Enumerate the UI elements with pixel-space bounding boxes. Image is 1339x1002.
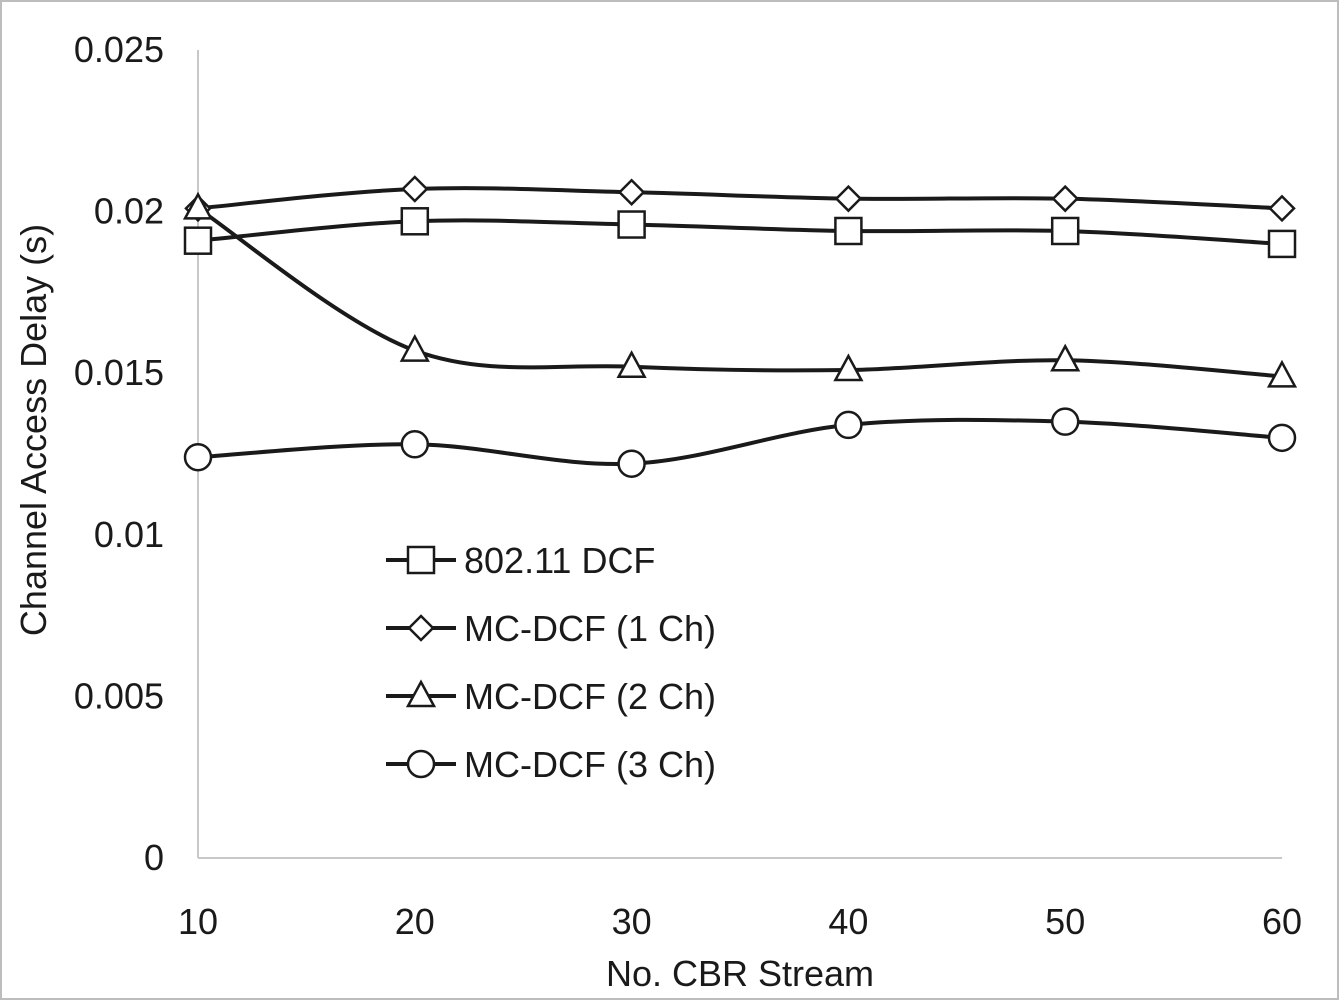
series-line [197,186,1283,211]
legend-entry: MC-DCF (2 Ch) [386,676,716,717]
data-point-diamond [1268,194,1296,223]
legend-marker-square [406,545,436,575]
x-tick-label: 50 [1045,901,1085,942]
data-point-diamond [401,175,429,203]
x-axis-title: No. CBR Stream [606,953,874,994]
y-tick-label: 0.015 [74,352,164,393]
data-point-square [400,207,430,236]
data-point-circle [834,410,863,440]
legend-label: MC-DCF (2 Ch) [464,676,716,717]
series-circle [183,407,1297,478]
y-tick-labels: 0 0.005 0.01 0.015 0.02 0.025 [74,29,164,878]
series-line [197,417,1283,467]
data-point-circle [1267,423,1297,453]
series-line [197,218,1283,246]
legend-label: MC-DCF (1 Ch) [464,608,716,649]
data-point-triangle [616,350,647,378]
data-point-circle [400,430,430,459]
series-line [196,206,1283,379]
data-point-triangle [1050,343,1081,372]
data-point-circle [183,442,213,472]
x-tick-label: 30 [612,901,652,942]
axes [197,50,1282,859]
data-point-triangle [399,333,430,362]
legend-label: MC-DCF (3 Ch) [464,744,716,785]
data-point-circle [617,449,646,478]
legend-marker-circle [406,749,436,779]
y-axis-title: Channel Access Delay (s) [13,224,54,636]
data-point-circle [1050,407,1080,436]
legend-entry: 802.11 DCF [386,540,655,581]
x-tick-labels: 10 20 30 40 50 60 [178,901,1302,942]
data-point-diamond [834,184,863,213]
x-tick-label: 20 [395,901,435,942]
legend-entry: MC-DCF (3 Ch) [386,744,716,785]
data-point-triangle [833,353,864,382]
legend-label: 802.11 DCF [464,540,655,581]
y-tick-label: 0.02 [94,191,164,232]
series-layer [182,175,1298,478]
x-tick-label: 40 [828,901,868,942]
data-point-square [834,216,863,246]
series-diamond [184,175,1296,223]
data-point-triangle [1266,359,1298,388]
y-tick-label: 0 [144,837,164,878]
data-point-diamond [617,178,646,206]
series-triangle [182,191,1298,388]
legend: 802.11 DCF MC-DCF (1 Ch) MC-DCF (2 Ch) MC-D… [386,540,716,785]
data-point-square [617,210,646,239]
data-point-square [183,226,213,255]
x-tick-label: 10 [178,901,218,942]
x-tick-label: 60 [1262,901,1302,942]
series-square [183,207,1297,259]
y-tick-label: 0.01 [94,514,164,555]
legend-marker-diamond [407,614,435,642]
data-point-square [1267,229,1297,259]
legend-marker-triangle [405,679,437,708]
legend-entry: MC-DCF (1 Ch) [386,608,716,649]
y-tick-label: 0.025 [74,29,164,70]
data-point-diamond [1051,184,1079,213]
y-tick-label: 0.005 [74,675,164,716]
data-point-triangle [182,191,214,220]
data-point-square [1050,216,1080,246]
